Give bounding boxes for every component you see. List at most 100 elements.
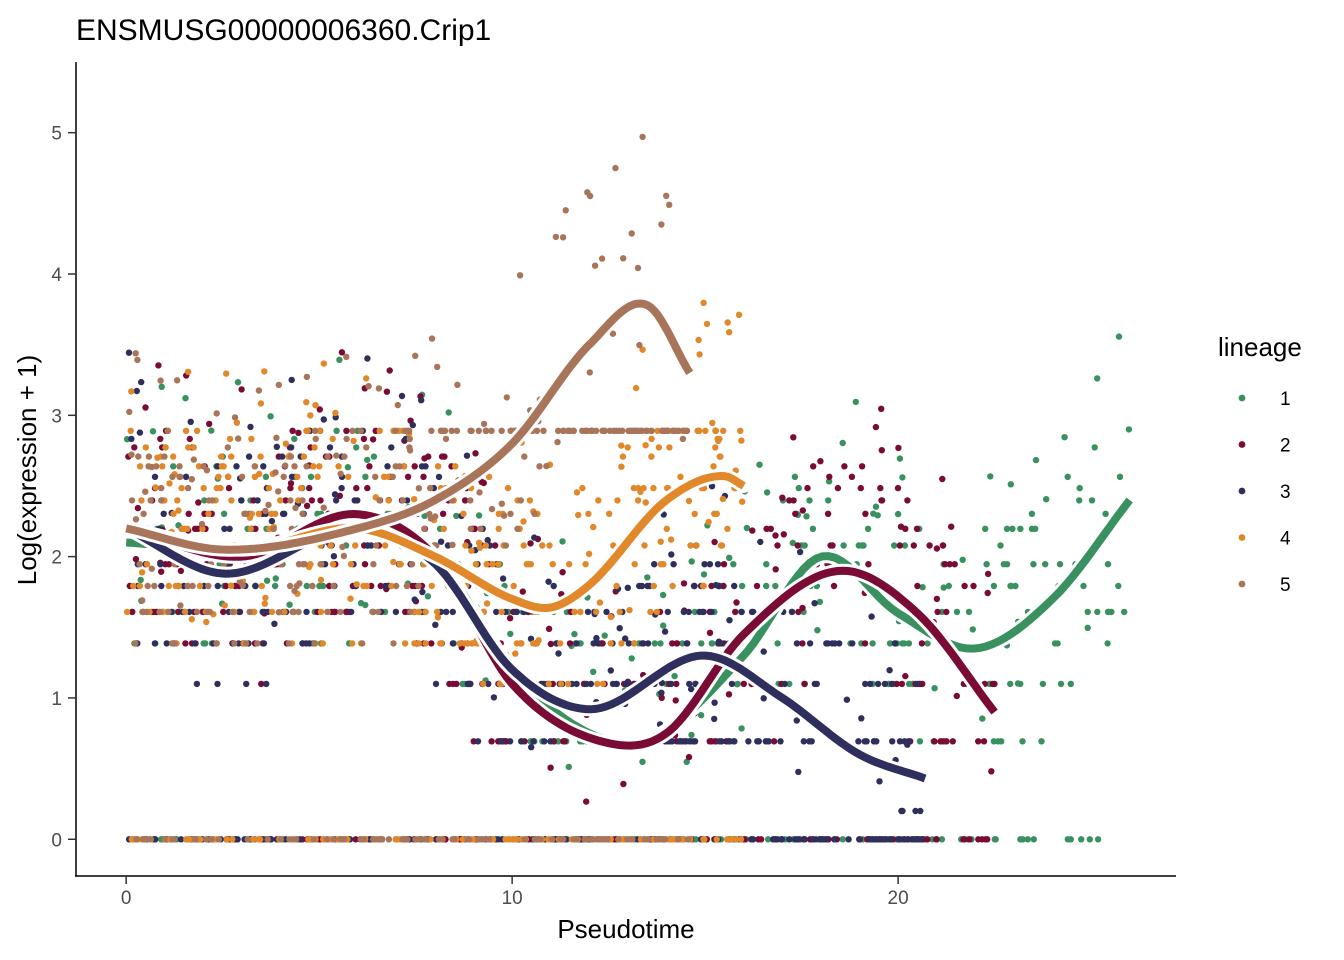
data-point <box>498 427 505 434</box>
data-point <box>196 582 204 590</box>
y-tick-label: 4 <box>51 265 62 286</box>
data-point <box>170 453 177 460</box>
data-point <box>697 712 705 719</box>
data-point <box>402 608 409 616</box>
data-point <box>659 591 667 599</box>
data-point <box>590 640 597 647</box>
data-point <box>125 349 133 356</box>
data-point <box>475 512 483 519</box>
data-point <box>468 547 475 554</box>
data-point <box>894 484 902 492</box>
data-point <box>786 497 793 504</box>
data-point <box>596 599 604 606</box>
data-point <box>377 582 384 590</box>
data-point <box>448 427 455 434</box>
data-point <box>658 689 665 696</box>
data-point <box>801 680 808 688</box>
data-point <box>461 640 468 647</box>
data-point <box>657 640 664 647</box>
data-point <box>280 473 287 480</box>
data-point <box>373 542 380 549</box>
data-point <box>195 499 202 506</box>
data-point <box>422 640 429 647</box>
data-point <box>639 346 646 353</box>
data-point <box>268 608 276 616</box>
data-point <box>143 561 151 568</box>
data-point <box>392 608 400 616</box>
data-point <box>291 587 298 595</box>
data-point <box>411 596 418 603</box>
data-point <box>206 420 213 428</box>
data-point <box>630 484 638 492</box>
data-point <box>388 444 395 451</box>
data-point <box>399 836 406 843</box>
data-point <box>975 738 982 745</box>
data-point <box>594 640 602 647</box>
data-point <box>1012 582 1019 590</box>
data-point <box>130 582 137 590</box>
data-point <box>295 561 303 568</box>
data-point <box>256 836 264 843</box>
legend-key-lineage-2 <box>1238 441 1246 448</box>
data-point <box>133 836 140 843</box>
data-point <box>460 510 467 517</box>
data-point <box>272 469 279 476</box>
data-point <box>304 427 312 434</box>
data-point <box>459 836 467 843</box>
data-point <box>804 484 811 492</box>
data-point <box>720 582 727 590</box>
data-point <box>711 738 719 745</box>
y-axis-ticks: 0 1 2 3 4 5 <box>51 124 76 851</box>
data-point <box>400 463 408 470</box>
data-point <box>576 608 584 616</box>
data-point <box>691 738 699 745</box>
data-point <box>573 680 580 688</box>
data-point <box>620 255 627 262</box>
data-point <box>422 463 429 470</box>
data-point <box>984 589 991 597</box>
data-point <box>338 484 345 492</box>
data-point <box>133 387 140 395</box>
data-point <box>861 738 868 745</box>
data-point <box>886 667 893 674</box>
data-point <box>1017 680 1024 688</box>
data-point <box>231 640 238 647</box>
data-point <box>573 640 580 647</box>
data-point <box>560 836 567 843</box>
data-point <box>829 542 836 549</box>
data-point <box>477 525 484 532</box>
data-point <box>998 738 1005 745</box>
data-point <box>660 561 667 568</box>
data-point <box>866 680 874 688</box>
data-point <box>786 836 793 843</box>
data-point <box>610 427 617 434</box>
data-point <box>250 836 257 843</box>
data-point <box>362 473 369 480</box>
data-point <box>966 836 973 843</box>
data-point <box>238 386 245 393</box>
data-point <box>200 463 207 470</box>
data-point <box>1042 561 1049 568</box>
data-point <box>990 582 998 590</box>
data-point <box>698 640 705 647</box>
data-point <box>701 836 708 843</box>
data-point <box>1030 836 1038 843</box>
data-point <box>449 608 456 616</box>
data-point <box>526 497 534 504</box>
data-point <box>323 836 330 843</box>
data-point <box>673 680 680 688</box>
data-point <box>363 582 370 590</box>
data-point <box>861 640 869 647</box>
data-point <box>905 640 913 647</box>
data-point <box>839 439 846 447</box>
data-point <box>571 608 578 616</box>
data-point <box>615 427 623 434</box>
data-point <box>1017 525 1024 532</box>
data-point <box>916 738 924 745</box>
data-point <box>159 463 166 470</box>
data-point <box>945 582 952 590</box>
data-point <box>226 435 234 443</box>
data-point <box>265 501 272 509</box>
data-point <box>628 230 635 237</box>
